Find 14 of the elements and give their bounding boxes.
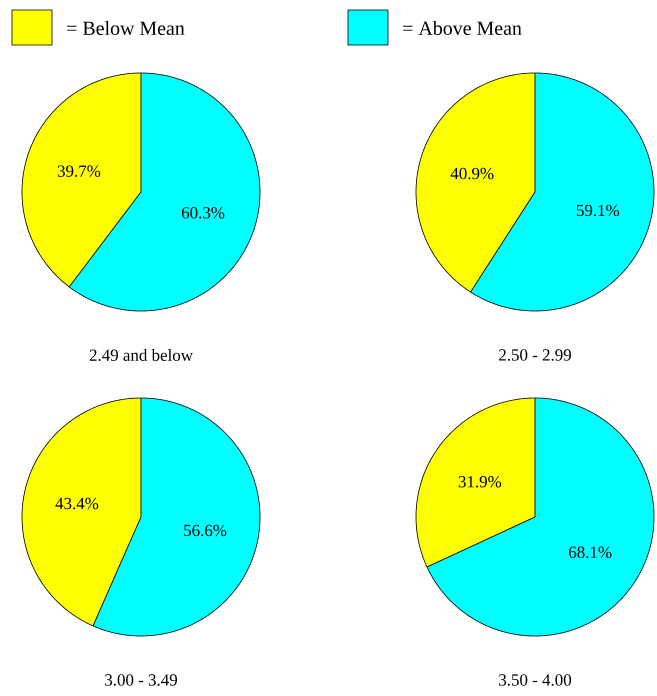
text: 2.49 and below xyxy=(90,348,193,361)
data-label: 39.7% xyxy=(58,165,100,177)
data-label: 60.3% xyxy=(182,207,224,219)
data-label: 59.1% xyxy=(576,204,620,216)
text: 3.00 - 3.49 xyxy=(105,674,177,686)
data-label: 68.1% xyxy=(569,546,612,558)
text: 2.50 - 2.99 xyxy=(499,349,571,361)
data-label: 31.9% xyxy=(458,476,502,488)
text: 3.50 - 4.00 xyxy=(499,674,572,686)
legend-label: = Below Mean xyxy=(67,20,184,35)
data-label: 43.4% xyxy=(55,498,98,510)
legend-label: = Above Mean xyxy=(403,20,522,35)
data-label: 40.9% xyxy=(450,168,494,180)
data-label: 56.6% xyxy=(184,524,226,536)
